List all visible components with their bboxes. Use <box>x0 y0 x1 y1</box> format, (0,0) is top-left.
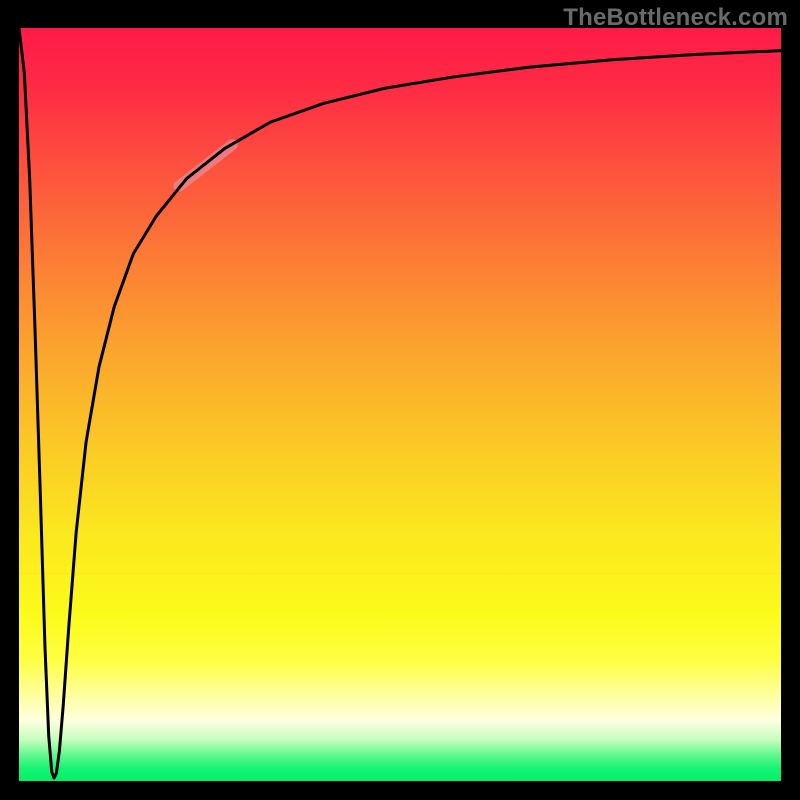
chart-background <box>19 28 781 781</box>
watermark-label: TheBottleneck.com <box>563 4 788 32</box>
chart-container: TheBottleneck.com <box>0 0 800 800</box>
bottleneck-chart <box>0 0 800 800</box>
